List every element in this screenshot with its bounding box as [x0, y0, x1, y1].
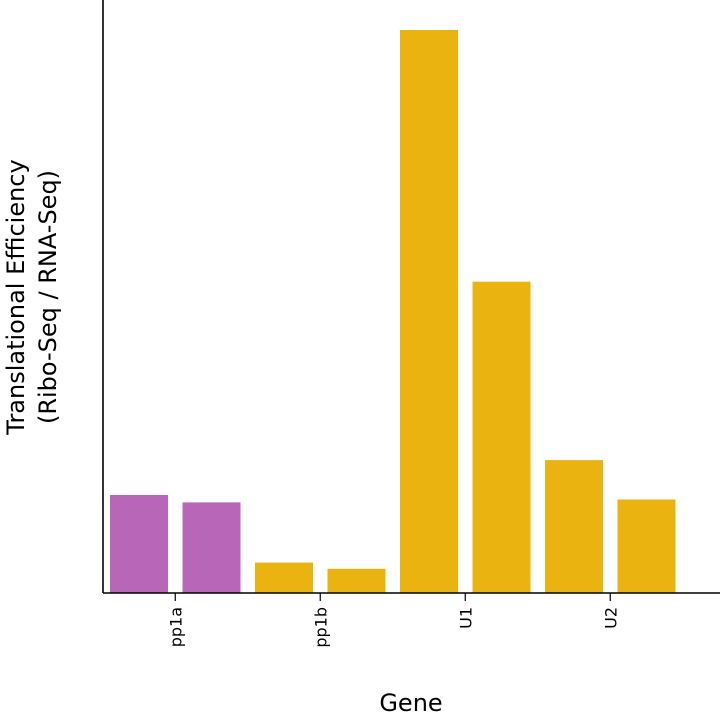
x-axis-label: Gene — [379, 689, 442, 714]
x-tick-label-U2: U2 — [601, 607, 620, 629]
x-tick-label-pp1a: pp1a — [166, 607, 185, 647]
bar-pp1a-a — [110, 495, 168, 593]
bar-U1-a — [400, 30, 458, 593]
x-tick-label-pp1b: pp1b — [311, 607, 330, 648]
y-axis-label-line2: (Ribo-Seq / RNA-Seq) — [34, 170, 62, 424]
y-axis-label: Translational Efficiency (Ribo-Seq / RNA… — [2, 159, 62, 435]
y-axis-label-line1: Translational Efficiency — [2, 159, 30, 435]
bar-U2-b — [617, 499, 676, 593]
bar-U2-a — [545, 460, 603, 593]
bar-pp1b-b — [327, 568, 386, 593]
bar-pp1a-b — [182, 502, 241, 593]
bar-pp1b-a — [255, 562, 313, 593]
bars-group — [110, 30, 676, 593]
bar-U1-b — [472, 281, 531, 593]
x-tick-label-U1: U1 — [456, 607, 475, 629]
x-ticks-group: pp1a pp1b U1 U2 — [166, 593, 620, 648]
